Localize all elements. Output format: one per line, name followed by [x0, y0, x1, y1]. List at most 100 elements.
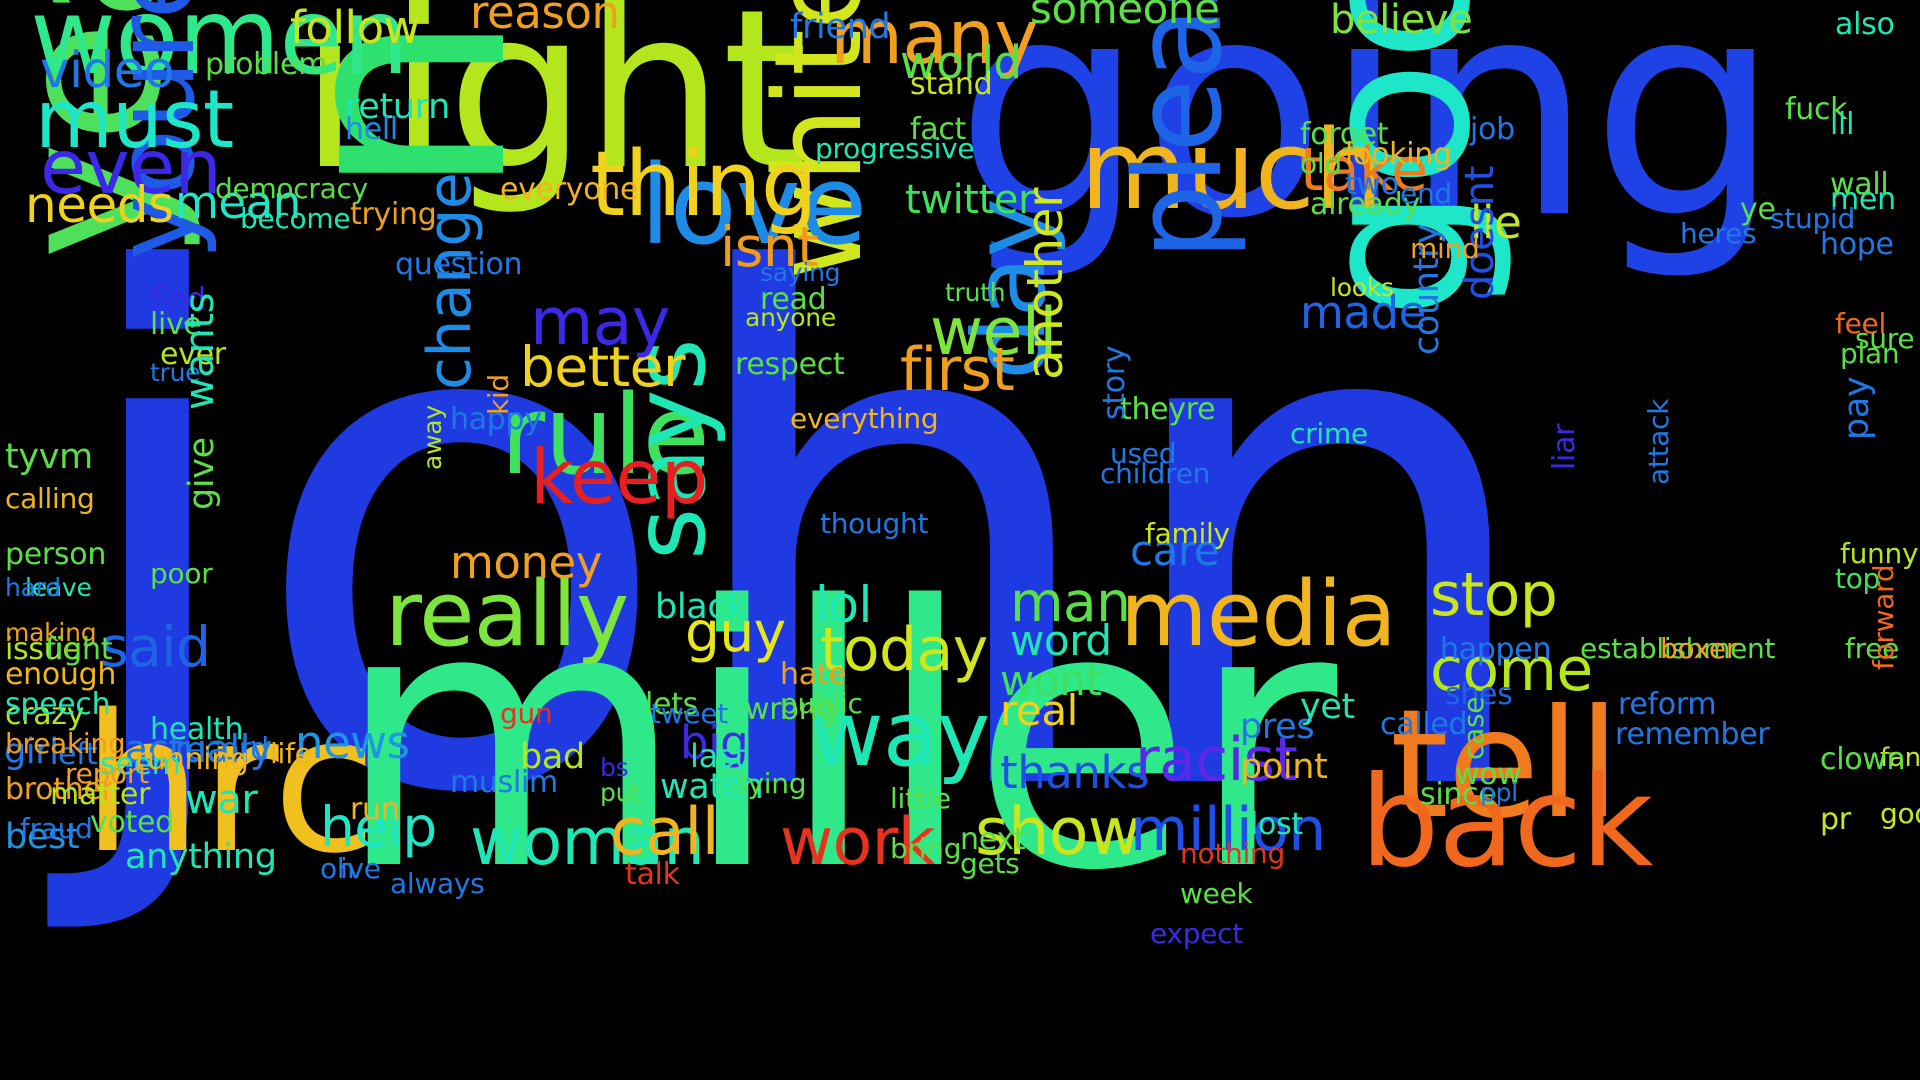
word-help: help — [320, 795, 437, 859]
word-thanks: thanks — [1000, 746, 1150, 799]
word-stand: stand — [910, 67, 993, 102]
word-friend: friend — [790, 7, 891, 47]
word-best: best — [5, 817, 80, 857]
word-money: money — [450, 536, 602, 589]
word-boxer: boxer — [1660, 632, 1738, 665]
word-attack: attack — [1642, 398, 1675, 485]
word-fuck: fuck — [1785, 92, 1848, 127]
word-lost: lost — [1250, 807, 1303, 842]
word-making: making — [5, 618, 97, 647]
word-needs: needs — [25, 176, 174, 234]
word-show: show — [975, 795, 1141, 870]
word-bad: bad — [520, 737, 585, 777]
word-since: since — [1420, 777, 1497, 812]
word-read: read — [760, 282, 827, 317]
word-report: report — [65, 757, 149, 790]
word-gets: gets — [960, 847, 1020, 880]
word-life: life — [270, 737, 312, 770]
word-trying: trying — [350, 197, 437, 232]
word-please: please — [1110, 0, 1249, 260]
word-media: media — [1120, 562, 1397, 667]
word-breaking: breaking — [5, 727, 126, 760]
word-work: work — [780, 805, 935, 880]
word-democracy: democracy — [215, 172, 368, 205]
word-word: word — [1010, 616, 1112, 665]
word-thought: thought — [820, 507, 929, 540]
word-tyvm: tyvm — [5, 437, 93, 477]
word-used: used — [1110, 437, 1177, 470]
word-black: black — [655, 587, 747, 627]
word-also: also — [1835, 7, 1895, 42]
word-rule: rule — [500, 371, 710, 499]
word-always: always — [390, 867, 485, 900]
word-oh: oh — [320, 852, 355, 885]
word-happen: happen — [1440, 632, 1552, 667]
word-hell: hell — [345, 112, 398, 147]
word-point: point — [1240, 747, 1328, 787]
word-well: well — [930, 295, 1057, 370]
word-true: true — [150, 358, 201, 387]
word-fight: fight — [45, 632, 113, 667]
word-calling: calling — [5, 482, 95, 515]
word-everyone: everyone — [500, 172, 639, 207]
word-wrong: wrong — [745, 692, 837, 727]
word-ill: ill — [1830, 107, 1855, 142]
word-expect: expect — [1150, 917, 1243, 950]
word-last: last — [690, 737, 747, 775]
word-give: give — [182, 437, 222, 510]
word-better: better — [520, 335, 686, 399]
word-hrc: hrc — [82, 674, 377, 895]
word-john: john — [60, 132, 1549, 947]
word-take: take — [1300, 135, 1428, 205]
word-public: public — [780, 687, 863, 720]
word-mean: mean — [175, 176, 301, 229]
word-ye: ye — [1740, 192, 1776, 227]
word-fan: fan — [1880, 743, 1920, 773]
word-speech: speech — [5, 687, 111, 722]
word-establishment: establishment — [1580, 632, 1776, 665]
word-remember: remember — [1615, 717, 1770, 752]
word-hard: hard — [5, 573, 61, 602]
word-become: become — [240, 202, 351, 235]
word-everything: everything — [790, 402, 939, 435]
word-problem: problem — [205, 47, 328, 82]
word-keep: keep — [530, 433, 708, 521]
word-twitter: twitter — [905, 177, 1035, 223]
word-said: said — [100, 615, 211, 679]
word-pr: pr — [1820, 802, 1851, 837]
word-follow: follow — [290, 1, 421, 54]
word-world: world — [900, 36, 1022, 89]
word-ever: ever — [160, 337, 226, 372]
word-thing: thing — [590, 132, 818, 237]
word-pay: pay — [1837, 376, 1877, 440]
word-funny: funny — [1840, 537, 1919, 570]
word-many: many — [830, 0, 1039, 81]
word-return: return — [345, 87, 450, 127]
word-actually: actually — [125, 727, 273, 771]
word-woman: woman — [470, 805, 705, 880]
word-way: way — [810, 682, 990, 787]
word-crazy: crazy — [5, 697, 85, 732]
word-case: case — [1457, 696, 1490, 760]
word-big: big — [680, 716, 749, 769]
word-truth: truth — [945, 278, 1006, 307]
word-news: news — [295, 716, 410, 769]
word-fraud: fraud — [20, 812, 93, 845]
word-ive: ive — [340, 852, 381, 885]
word-forward: forward — [1867, 564, 1900, 670]
word-run: run — [350, 792, 400, 827]
word-issue: issue — [5, 632, 81, 667]
word-million: million — [1130, 795, 1326, 865]
word-god: god — [1880, 797, 1920, 830]
word-record: record — [175, 732, 270, 767]
word-muslim: muslim — [450, 765, 558, 800]
word-miller: miller — [335, 530, 1337, 949]
word-call: call — [610, 795, 720, 870]
word-respect: respect — [735, 347, 845, 382]
word-guy: guy — [685, 600, 786, 664]
word-story: story — [1097, 345, 1132, 420]
word-must: must — [35, 73, 234, 166]
word-job: job — [1470, 112, 1515, 147]
word-called: called — [1380, 707, 1468, 742]
word-today: today — [820, 615, 988, 685]
